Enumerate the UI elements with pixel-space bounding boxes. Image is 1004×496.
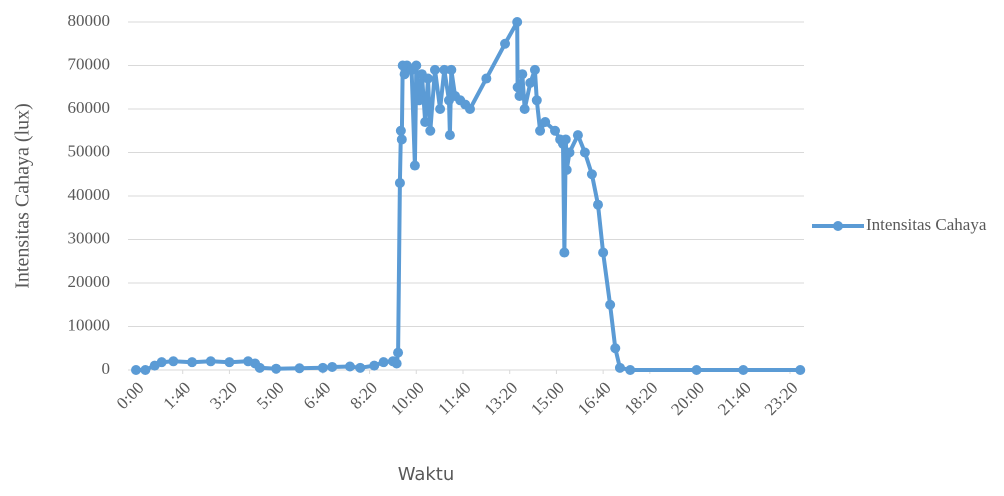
data-point: [519, 104, 530, 114]
data-point: [592, 199, 603, 210]
data-point: [344, 361, 355, 372]
x-tick-label: 6:40: [300, 378, 335, 413]
y-tick-label: 30000: [68, 228, 111, 247]
data-point: [512, 82, 523, 93]
data-point: [625, 365, 636, 375]
data-point: [369, 360, 380, 371]
data-point: [409, 160, 420, 171]
data-point: [420, 117, 431, 128]
x-tick-label: 11:40: [434, 378, 474, 418]
data-point: [444, 130, 455, 141]
data-point: [561, 164, 572, 175]
x-tick-label: 15:00: [527, 378, 568, 419]
data-point: [317, 362, 328, 373]
data-point: [559, 247, 570, 258]
y-tick-label: 60000: [68, 98, 111, 117]
y-axis-title: Intensitas Cahaya (lux): [12, 103, 34, 289]
data-point: [393, 347, 404, 358]
data-point: [439, 64, 450, 75]
x-tick-label: 18:20: [621, 378, 662, 419]
x-tick-label: 0:00: [113, 378, 148, 413]
data-point: [614, 362, 625, 373]
y-tick-label: 0: [102, 359, 111, 378]
data-point: [579, 147, 590, 158]
data-point: [156, 357, 167, 368]
x-tick-label: 20:00: [667, 378, 708, 419]
data-point: [205, 356, 216, 367]
data-point: [610, 343, 621, 354]
data-point: [560, 134, 571, 145]
data-point: [500, 38, 511, 49]
legend-label: Intensitas Cahaya: [866, 215, 987, 234]
y-tick-label: 50000: [68, 141, 111, 160]
data-point: [550, 125, 561, 136]
data-point: [224, 357, 235, 368]
data-point: [531, 95, 542, 106]
x-tick-label: 1:40: [159, 378, 194, 413]
data-point: [131, 365, 141, 375]
data-point: [572, 130, 583, 141]
x-axis-title: Waktu: [398, 464, 455, 485]
data-point: [691, 365, 702, 375]
data-point: [394, 177, 405, 188]
data-point: [411, 60, 422, 71]
x-tick-label: 13:20: [480, 378, 521, 419]
y-tick-label: 40000: [68, 185, 111, 204]
data-point: [738, 365, 749, 375]
data-point: [435, 104, 446, 114]
data-point: [395, 125, 406, 136]
data-point: [540, 117, 551, 128]
x-tick-label: 8:20: [346, 378, 381, 413]
data-point: [425, 125, 436, 136]
data-point: [271, 363, 282, 374]
data-point: [294, 363, 305, 374]
x-tick-label: 23:20: [761, 378, 802, 419]
data-point: [535, 125, 546, 136]
data-point: [465, 104, 475, 114]
data-point: [446, 64, 457, 75]
data-point: [187, 357, 198, 368]
data-point: [514, 90, 525, 101]
data-point: [586, 169, 597, 180]
y-tick-label: 70000: [68, 54, 111, 73]
data-point: [327, 361, 338, 372]
x-tick-label: 10:00: [387, 378, 428, 419]
x-tick-label: 3:20: [206, 378, 241, 413]
data-point: [598, 247, 609, 258]
data-point: [795, 365, 806, 375]
x-tick-label: 16:40: [574, 378, 615, 419]
data-point: [391, 358, 402, 369]
data-point: [355, 362, 366, 373]
legend-marker: [833, 221, 843, 231]
data-point: [140, 365, 151, 375]
data-point: [605, 299, 616, 310]
data-point: [414, 95, 425, 106]
data-point: [168, 356, 179, 367]
data-point: [378, 357, 389, 368]
x-tick-label: 5:00: [253, 378, 288, 413]
y-tick-label: 10000: [68, 315, 111, 334]
data-point: [529, 64, 540, 75]
y-tick-label: 20000: [68, 272, 111, 291]
data-point: [481, 73, 492, 84]
data-point: [429, 64, 440, 75]
data-point: [525, 77, 536, 88]
data-point: [512, 17, 523, 27]
data-point: [254, 362, 265, 373]
data-point: [517, 69, 528, 80]
data-point: [396, 134, 407, 145]
x-tick-label: 21:40: [714, 378, 755, 419]
y-tick-label: 80000: [68, 11, 111, 30]
data-point: [422, 73, 433, 84]
data-point: [564, 147, 575, 158]
